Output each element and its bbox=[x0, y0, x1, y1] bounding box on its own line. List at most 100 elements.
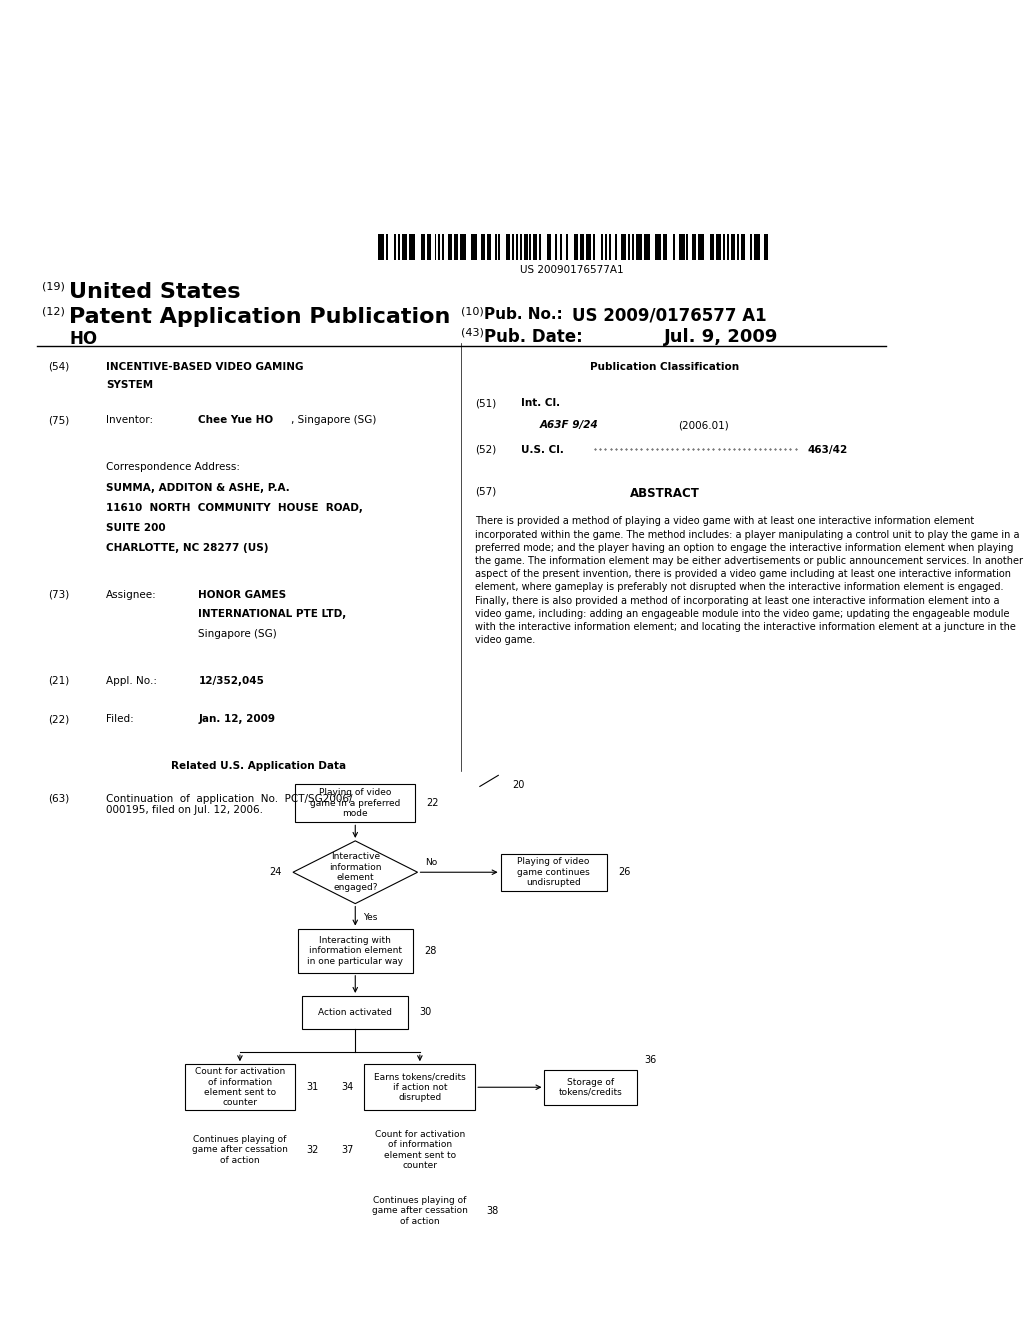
Bar bbox=[434, 234, 436, 260]
Bar bbox=[298, 928, 413, 973]
Bar bbox=[545, 1069, 637, 1105]
Bar bbox=[365, 1189, 475, 1233]
Text: INCENTIVE-BASED VIDEO GAMING: INCENTIVE-BASED VIDEO GAMING bbox=[106, 362, 304, 372]
Text: (51): (51) bbox=[475, 399, 497, 408]
Text: (19): (19) bbox=[42, 281, 65, 292]
Bar bbox=[302, 995, 409, 1030]
Text: Interactive
information
element
engaged?: Interactive information element engaged? bbox=[329, 853, 382, 892]
Bar bbox=[495, 234, 497, 260]
Text: HO: HO bbox=[70, 330, 97, 347]
Bar bbox=[731, 234, 735, 260]
Text: SUITE 200: SUITE 200 bbox=[106, 523, 166, 533]
Bar bbox=[365, 1064, 475, 1110]
Bar bbox=[621, 234, 627, 260]
Text: Chee Yue HO: Chee Yue HO bbox=[199, 414, 273, 425]
Bar bbox=[397, 234, 399, 260]
Bar bbox=[580, 234, 584, 260]
Bar bbox=[421, 234, 425, 260]
Text: Count for activation
of information
element sent to
counter: Count for activation of information elem… bbox=[195, 1067, 285, 1107]
Bar bbox=[673, 234, 675, 260]
Bar bbox=[601, 234, 603, 260]
Text: (54): (54) bbox=[48, 362, 70, 372]
Polygon shape bbox=[293, 841, 418, 904]
Bar bbox=[394, 234, 396, 260]
Text: Int. Cl.: Int. Cl. bbox=[521, 399, 560, 408]
Text: (52): (52) bbox=[475, 445, 497, 455]
Bar bbox=[716, 234, 721, 260]
Bar bbox=[547, 234, 551, 260]
Text: HONOR GAMES: HONOR GAMES bbox=[199, 590, 287, 599]
Bar bbox=[523, 234, 527, 260]
Bar bbox=[401, 234, 408, 260]
Text: There is provided a method of playing a video game with at least one interactive: There is provided a method of playing a … bbox=[475, 516, 1023, 645]
Text: Jul. 9, 2009: Jul. 9, 2009 bbox=[665, 327, 779, 346]
Text: (63): (63) bbox=[48, 793, 70, 804]
Bar bbox=[442, 234, 444, 260]
Bar bbox=[499, 234, 501, 260]
Bar bbox=[594, 234, 595, 260]
Bar bbox=[586, 234, 592, 260]
Text: 31: 31 bbox=[306, 1082, 318, 1092]
Bar bbox=[737, 234, 738, 260]
Bar bbox=[486, 234, 490, 260]
Text: 12/352,045: 12/352,045 bbox=[199, 676, 264, 686]
Bar bbox=[540, 234, 541, 260]
Text: 26: 26 bbox=[617, 867, 630, 878]
Bar bbox=[574, 234, 578, 260]
Bar bbox=[555, 234, 557, 260]
Text: 30: 30 bbox=[420, 1007, 432, 1018]
Text: 36: 36 bbox=[644, 1055, 656, 1065]
Bar bbox=[512, 234, 514, 260]
Bar bbox=[605, 234, 607, 260]
Bar bbox=[481, 234, 485, 260]
Text: (21): (21) bbox=[48, 676, 70, 686]
Text: 34: 34 bbox=[341, 1082, 353, 1092]
Text: (12): (12) bbox=[42, 306, 65, 317]
Text: , Singapore (SG): , Singapore (SG) bbox=[291, 414, 376, 425]
Bar bbox=[751, 234, 753, 260]
Bar bbox=[365, 1126, 475, 1173]
Text: SUMMA, ADDITON & ASHE, P.A.: SUMMA, ADDITON & ASHE, P.A. bbox=[106, 483, 290, 494]
Text: Continuation  of  application  No.  PCT/SG2006/
000195, filed on Jul. 12, 2006.: Continuation of application No. PCT/SG20… bbox=[106, 793, 352, 816]
Bar bbox=[679, 234, 684, 260]
Bar bbox=[560, 234, 562, 260]
Text: ABSTRACT: ABSTRACT bbox=[630, 487, 699, 499]
Text: A63F 9/24: A63F 9/24 bbox=[540, 420, 599, 430]
Text: Action activated: Action activated bbox=[318, 1008, 392, 1016]
Bar bbox=[723, 234, 725, 260]
Text: No: No bbox=[425, 858, 437, 867]
Bar bbox=[295, 784, 416, 822]
Text: 463/42: 463/42 bbox=[808, 445, 848, 455]
Text: Yes: Yes bbox=[362, 913, 377, 921]
Text: (73): (73) bbox=[48, 590, 70, 599]
Bar bbox=[764, 234, 768, 260]
Text: Playing of video
game in a preferred
mode: Playing of video game in a preferred mod… bbox=[310, 788, 400, 818]
Bar bbox=[609, 234, 611, 260]
Text: 28: 28 bbox=[424, 945, 436, 956]
Bar bbox=[378, 234, 384, 260]
Text: CHARLOTTE, NC 28277 (US): CHARLOTTE, NC 28277 (US) bbox=[106, 543, 268, 553]
Text: Assignee:: Assignee: bbox=[106, 590, 157, 599]
Bar bbox=[386, 234, 388, 260]
Bar bbox=[520, 234, 522, 260]
Bar bbox=[710, 234, 714, 260]
Text: US 20090176577A1: US 20090176577A1 bbox=[520, 265, 624, 275]
Text: (75): (75) bbox=[48, 414, 70, 425]
Text: Related U.S. Application Data: Related U.S. Application Data bbox=[171, 760, 346, 771]
Text: Playing of video
game continues
undisrupted: Playing of video game continues undisrup… bbox=[517, 857, 590, 887]
Bar bbox=[410, 234, 415, 260]
Text: Continues playing of
game after cessation
of action: Continues playing of game after cessatio… bbox=[372, 1196, 468, 1226]
Bar bbox=[698, 234, 703, 260]
Bar bbox=[636, 234, 642, 260]
Bar bbox=[740, 234, 744, 260]
Bar bbox=[184, 1127, 295, 1172]
Text: SYSTEM: SYSTEM bbox=[106, 380, 154, 391]
Text: Pub. No.:: Pub. No.: bbox=[484, 306, 563, 322]
Bar bbox=[755, 234, 760, 260]
Text: Continues playing of
game after cessation
of action: Continues playing of game after cessatio… bbox=[191, 1135, 288, 1164]
Bar bbox=[655, 234, 662, 260]
Text: (2006.01): (2006.01) bbox=[678, 420, 729, 430]
Bar bbox=[516, 234, 518, 260]
Bar bbox=[566, 234, 568, 260]
Text: Earns tokens/credits
if action not
disrupted: Earns tokens/credits if action not disru… bbox=[374, 1072, 466, 1102]
